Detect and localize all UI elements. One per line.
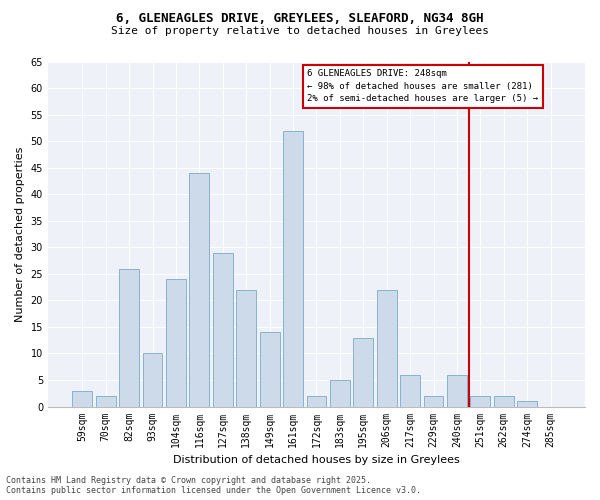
Text: 6, GLENEAGLES DRIVE, GREYLEES, SLEAFORD, NG34 8GH: 6, GLENEAGLES DRIVE, GREYLEES, SLEAFORD,…: [116, 12, 484, 26]
Bar: [307, 396, 326, 406]
Bar: [283, 130, 303, 406]
Bar: [96, 396, 116, 406]
Bar: [213, 252, 233, 406]
Bar: [494, 396, 514, 406]
Bar: [424, 396, 443, 406]
Text: 6 GLENEAGLES DRIVE: 248sqm
← 98% of detached houses are smaller (281)
2% of semi: 6 GLENEAGLES DRIVE: 248sqm ← 98% of deta…: [307, 70, 538, 103]
Text: Size of property relative to detached houses in Greylees: Size of property relative to detached ho…: [111, 26, 489, 36]
Bar: [377, 290, 397, 406]
Y-axis label: Number of detached properties: Number of detached properties: [15, 146, 25, 322]
Bar: [260, 332, 280, 406]
Bar: [330, 380, 350, 406]
Bar: [236, 290, 256, 406]
Bar: [470, 396, 490, 406]
Text: Contains HM Land Registry data © Crown copyright and database right 2025.
Contai: Contains HM Land Registry data © Crown c…: [6, 476, 421, 495]
Bar: [400, 374, 420, 406]
Bar: [73, 390, 92, 406]
Bar: [119, 268, 139, 406]
Bar: [166, 279, 186, 406]
Bar: [190, 173, 209, 406]
Bar: [143, 354, 163, 406]
X-axis label: Distribution of detached houses by size in Greylees: Distribution of detached houses by size …: [173, 455, 460, 465]
Bar: [517, 401, 537, 406]
Bar: [447, 374, 467, 406]
Bar: [353, 338, 373, 406]
